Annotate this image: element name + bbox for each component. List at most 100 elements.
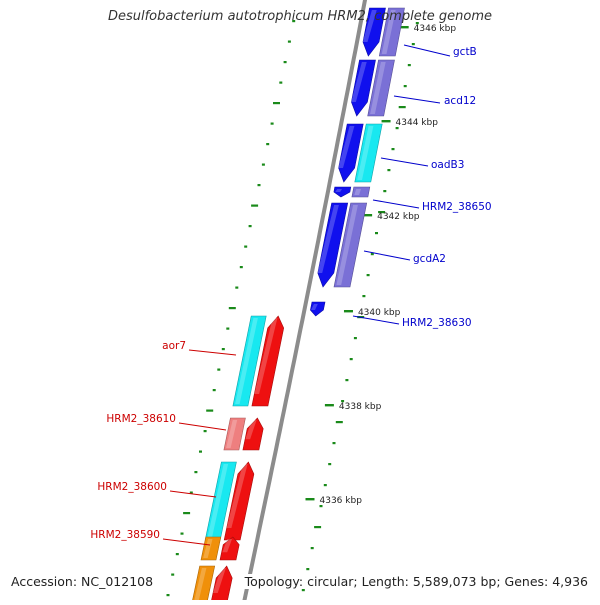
ruler-tick-right [301, 589, 305, 592]
ruler-tick-left [248, 225, 252, 228]
gene-arrow-slate [378, 7, 405, 57]
gene-arrow-orange-shine [193, 568, 207, 603]
ruler-tick-left [183, 512, 191, 515]
gene-arrow-red-shine [222, 539, 232, 553]
gene-arrow-cyan [354, 123, 383, 183]
ruler-label: 4346 kbp [414, 24, 457, 34]
gene-arrow-pink-shine [226, 420, 238, 448]
ruler-tick-left [261, 163, 265, 166]
gene-arrow-pink [223, 417, 246, 451]
ruler-tick-right [319, 505, 323, 508]
ruler-tick-left [273, 102, 280, 105]
ruler-major-tick [363, 214, 373, 217]
ruler-label: 4342 kbp [377, 212, 420, 222]
ruler-tick-right [353, 337, 357, 340]
gene-arrow-blue-shine [351, 62, 367, 102]
ruler-tick-right [387, 169, 391, 172]
gene-label-oadb3: oadB3 [431, 159, 464, 171]
gene-leader-line [178, 422, 227, 431]
gene-arrow-red [242, 417, 264, 451]
gene-label-aor7: aor7 [162, 340, 186, 352]
gene-arrow-slate-shine [354, 189, 361, 195]
ruler-tick-right [345, 379, 349, 382]
gene-label-hrm2_38650: HRM2_38650 [422, 201, 492, 213]
gene-arrow-cyan-shine [235, 318, 258, 404]
ruler-tick-right [306, 568, 310, 571]
ruler-tick-right [328, 463, 332, 466]
gene-arrow-red-shine [226, 464, 248, 528]
gene-leader-line [352, 315, 400, 325]
ruler-tick-right [415, 22, 419, 25]
gene-leader-line [372, 199, 420, 209]
ruler-tick-left [226, 327, 230, 330]
ruler-tick-left [175, 553, 179, 556]
ruler-tick-left [235, 286, 239, 289]
gene-arrow-slate-shine [370, 62, 386, 114]
gene-arrow-blue [310, 301, 326, 317]
gene-arrow-orange [200, 536, 222, 561]
map-title: Desulfobacterium autotrophicum HRM2, com… [107, 9, 493, 24]
ruler-tick-right [407, 64, 411, 67]
ruler-tick-left [279, 81, 283, 84]
ruler-tick-left [257, 184, 261, 187]
ruler-tick-right [323, 484, 327, 487]
ruler-tick-left [212, 389, 216, 392]
gene-arrow-blue [362, 7, 386, 57]
gene-arrow-blue-shine [335, 189, 342, 192]
ruler-tick-right [362, 295, 366, 298]
ruler-major-tick [324, 404, 334, 407]
ruler-tick-left [203, 430, 207, 433]
gene-arrow-blue-shine [338, 126, 355, 168]
gene-label-gctb: gctB [453, 46, 477, 58]
gene-arrow-red [210, 565, 233, 605]
ruler-tick-right [366, 274, 370, 277]
genome-summary-text: Topology: circular; Length: 5,589,073 bp… [242, 574, 590, 589]
gene-arrow-blue [333, 186, 352, 198]
ruler-tick-right [314, 526, 322, 529]
ruler-tick-right [375, 232, 378, 235]
gene-arrow-slate [333, 202, 368, 288]
gene-arrow-blue-shine [317, 205, 339, 273]
gene-arrow-red-shine [212, 568, 226, 593]
gene-arrow-slate [351, 186, 371, 198]
ruler-tick-right [383, 190, 387, 193]
ruler-major-tick [399, 26, 409, 29]
ruler-tick-left [244, 245, 248, 248]
ruler-label: 4340 kbp [358, 308, 401, 318]
ruler-label: 4344 kbp [396, 118, 439, 128]
gene-arrow-red [251, 315, 285, 407]
gene-leader-line [188, 349, 237, 356]
gene-arrow-blue [351, 59, 376, 117]
gene-arrow-slate-shine [381, 10, 396, 54]
gene-arrow-blue-shine [362, 10, 377, 42]
ruler-tick-right [403, 85, 407, 88]
gene-leader-line [380, 157, 429, 167]
ruler-tick-right [378, 211, 386, 214]
ruler-tick-left [287, 40, 291, 43]
ruler-tick-left [171, 573, 175, 576]
gene-label-hrm2_38590: HRM2_38590 [90, 529, 160, 541]
ruler-tick-right [395, 127, 399, 130]
gene-leader-line [169, 490, 217, 498]
ruler-tick-left [180, 532, 184, 535]
gene-arrow-blue-shine [311, 304, 318, 310]
ruler-tick-left [189, 491, 193, 494]
gene-label-hrm2_38630: HRM2_38630 [402, 317, 472, 329]
ruler-tick-right [391, 148, 395, 151]
gene-arrow-orange [191, 565, 216, 605]
ruler-label: 4336 kbp [320, 496, 363, 506]
gene-arrow-slate-shine [336, 205, 358, 285]
gene-arrow-cyan-shine [357, 126, 374, 180]
ruler-tick-left [270, 122, 274, 125]
ruler-major-tick [305, 498, 315, 501]
ruler-tick-left [266, 143, 270, 146]
gene-leader-line [363, 250, 411, 261]
ruler-tick-left [221, 348, 225, 351]
gene-arrow-red [219, 536, 240, 561]
gene-arrow-slate [367, 59, 395, 117]
ruler-tick-left [194, 471, 198, 474]
ruler-tick-right [349, 358, 353, 361]
gene-arrow-blue [338, 123, 364, 183]
